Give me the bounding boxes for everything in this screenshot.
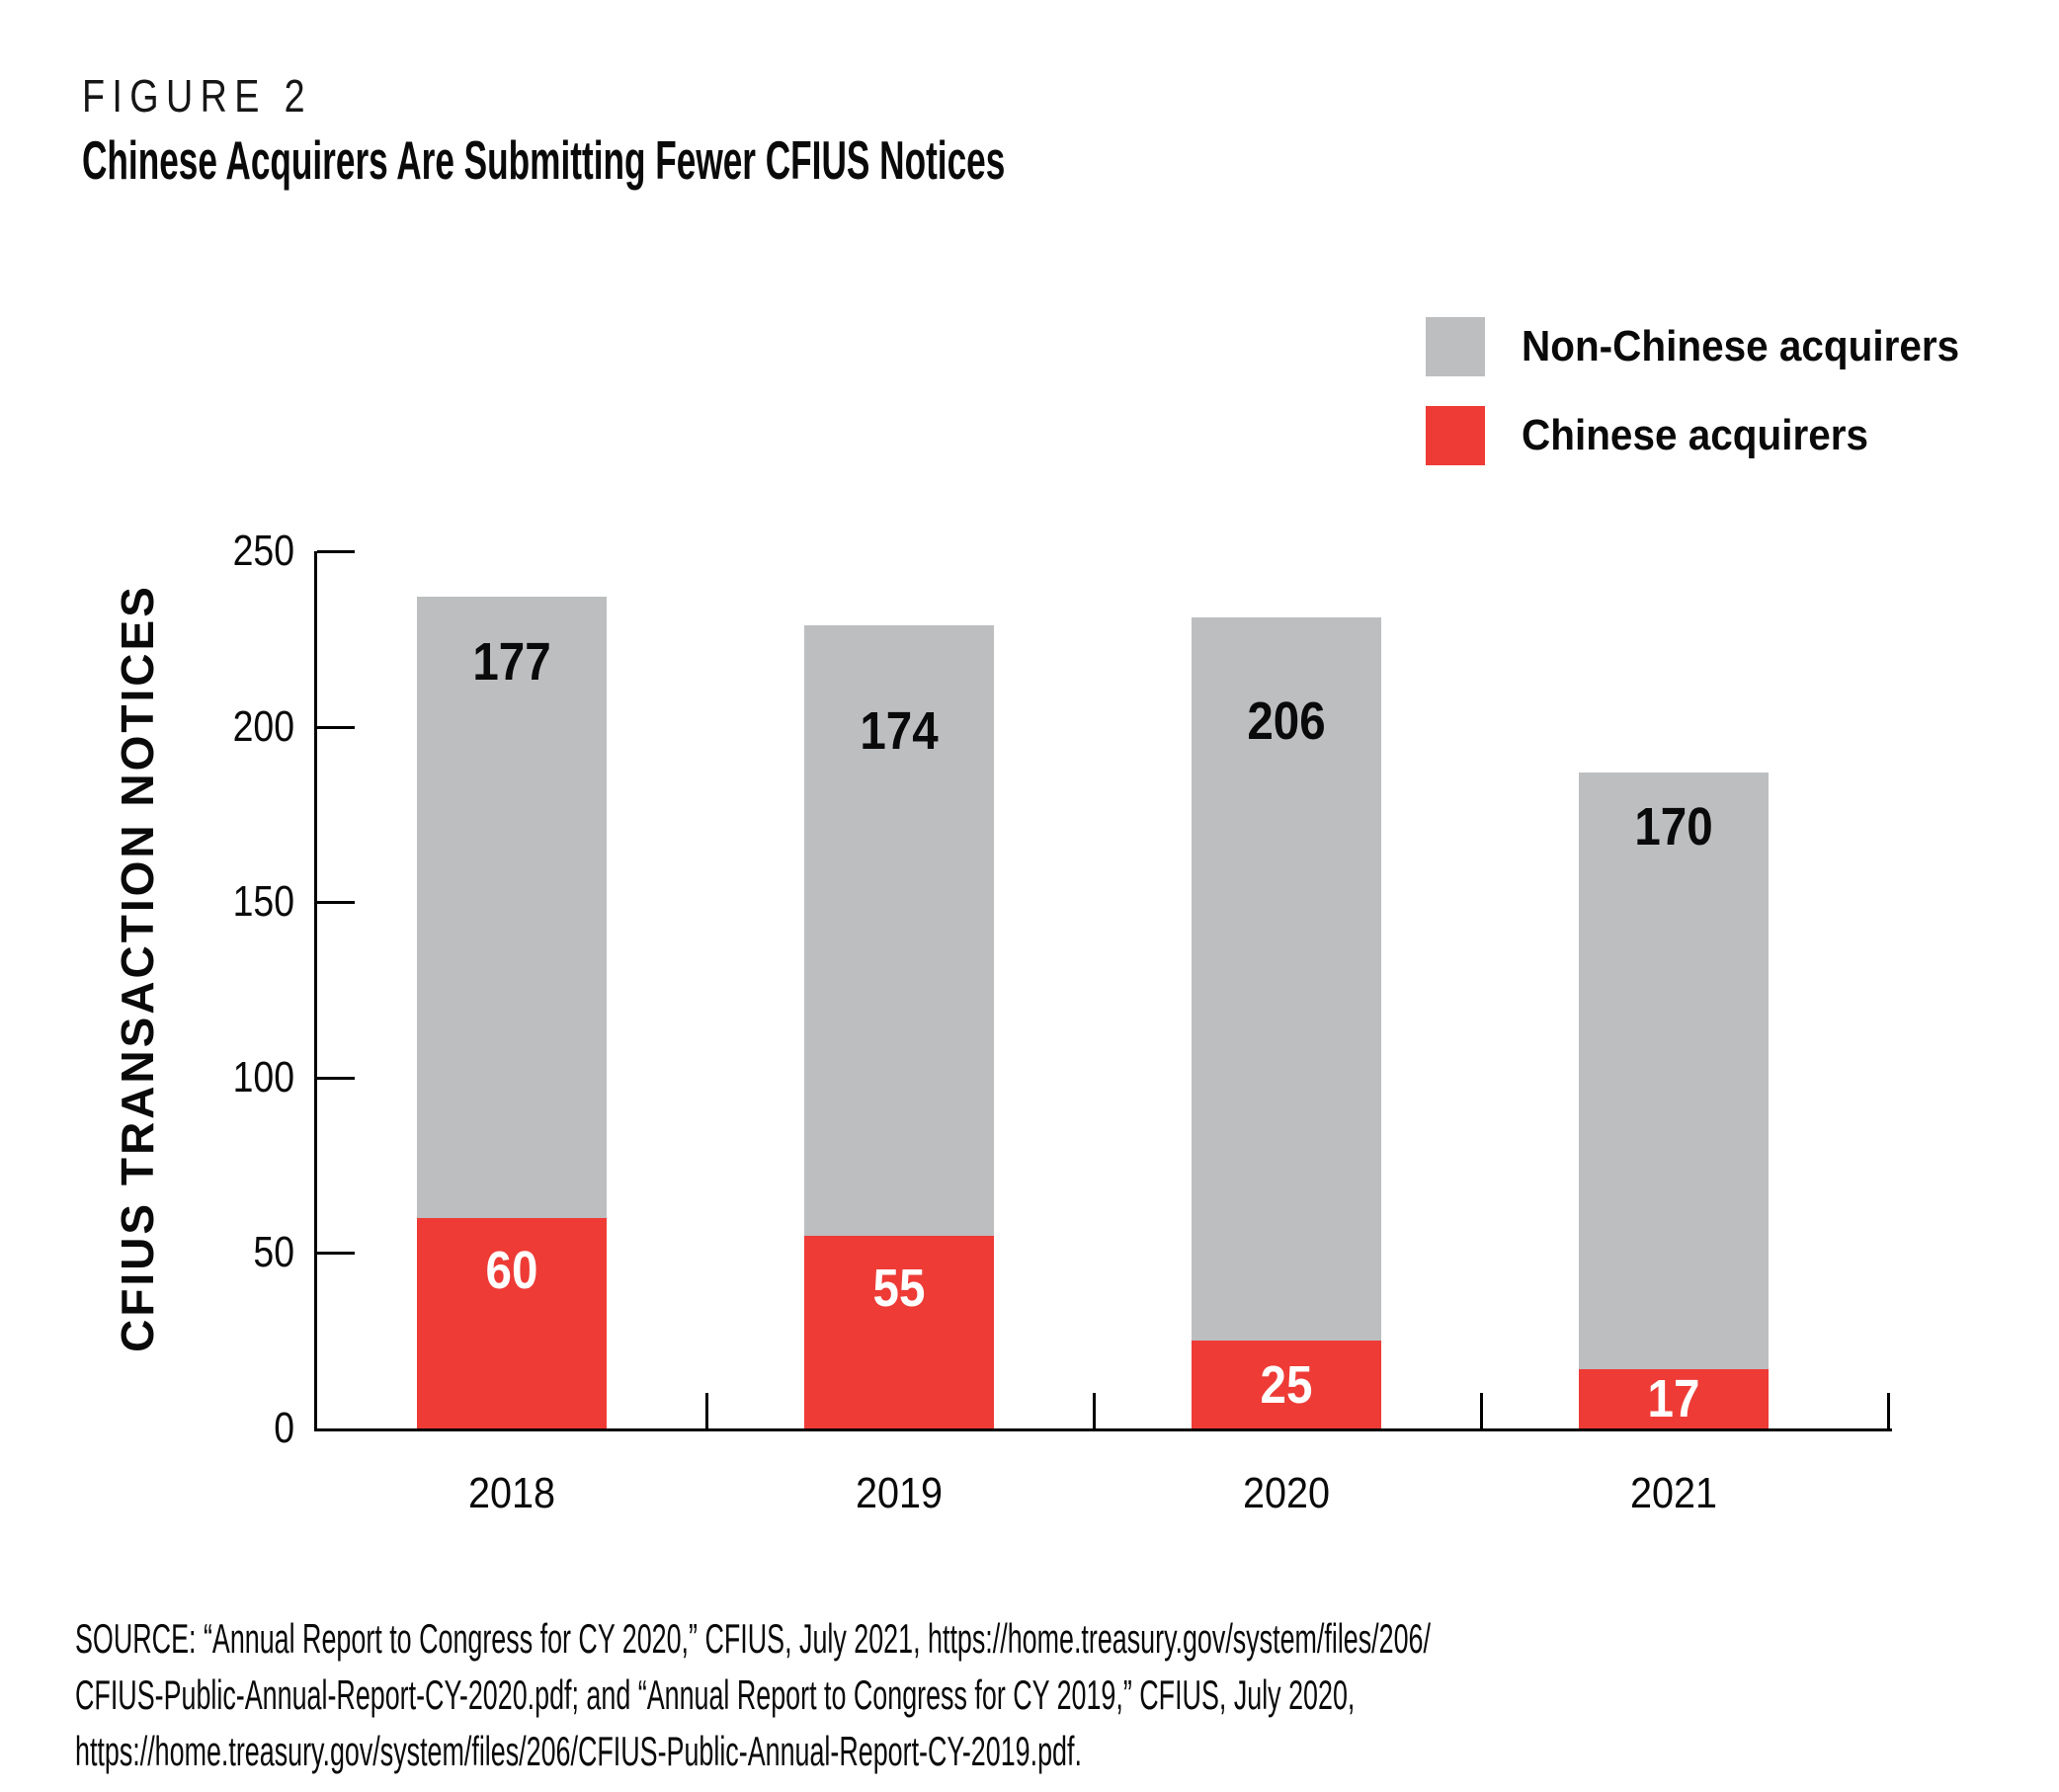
source-note: SOURCE: “Annual Report to Congress for C… <box>75 1610 1431 1779</box>
y-tick <box>317 726 355 729</box>
y-axis-line <box>314 551 317 1431</box>
x-tick <box>1480 1393 1483 1428</box>
y-tick <box>317 1252 355 1255</box>
y-axis-title: CFIUS TRANSACTION NOTICES <box>112 584 163 1352</box>
source-line: https://home.treasury.gov/system/files/2… <box>75 1728 1082 1774</box>
bar-segment-chinese <box>1192 1341 1381 1428</box>
bar-value-label-chinese: 17 <box>1647 1368 1700 1428</box>
bar-value-label-chinese: 55 <box>872 1258 926 1318</box>
x-axis-category-label: 2021 <box>1629 1469 1718 1517</box>
legend-item-non-chinese: Non-Chinese acquirers <box>1426 317 1998 376</box>
x-axis-category-label: 2020 <box>1242 1469 1331 1517</box>
bar-value-label-chinese: 60 <box>485 1240 538 1300</box>
bar-value-label-non-chinese: 206 <box>1247 692 1326 752</box>
source-line: SOURCE: “Annual Report to Congress for C… <box>75 1615 1431 1662</box>
y-tick-label: 150 <box>232 877 294 926</box>
y-tick-label: 50 <box>253 1228 294 1276</box>
y-tick <box>317 550 355 553</box>
legend-swatch-chinese <box>1426 406 1485 465</box>
bar-segment-chinese <box>804 1235 994 1428</box>
x-tick <box>1093 1393 1096 1428</box>
x-axis-category-label: 2018 <box>467 1469 556 1517</box>
y-tick <box>317 901 355 904</box>
x-tick <box>705 1393 708 1428</box>
legend-label-non-chinese: Non-Chinese acquirers <box>1522 322 1960 370</box>
bar-segment-non-chinese <box>1192 617 1381 1342</box>
bar-value-label-non-chinese: 177 <box>472 632 551 692</box>
x-axis-line <box>314 1428 1892 1431</box>
bar-segment-chinese <box>1579 1368 1769 1428</box>
y-tick-label: 200 <box>232 702 294 751</box>
bar-value-label-non-chinese: 170 <box>1634 796 1713 856</box>
source-line: CFIUS-Public-Annual-Report-CY-2020.pdf; … <box>75 1671 1356 1718</box>
legend-swatch-non-chinese <box>1426 317 1485 376</box>
x-axis-category-label: 2019 <box>855 1469 944 1517</box>
bar-value-label-chinese: 25 <box>1260 1354 1313 1415</box>
y-tick-label: 250 <box>232 527 294 575</box>
y-tick <box>317 1077 355 1080</box>
bar-value-label-non-chinese: 174 <box>860 700 939 761</box>
y-tick-label: 0 <box>274 1404 294 1452</box>
bar-segment-non-chinese <box>804 624 994 1236</box>
bar-segment-non-chinese <box>417 597 607 1218</box>
x-tick <box>1887 1393 1890 1428</box>
legend-item-chinese: Chinese acquirers <box>1426 406 1899 465</box>
legend-label-chinese: Chinese acquirers <box>1522 411 1868 459</box>
y-tick-label: 100 <box>232 1053 294 1101</box>
figure-label: FIGURE 2 <box>82 70 313 122</box>
chart-title: Chinese Acquirers Are Submitting Fewer C… <box>82 129 1006 191</box>
bar-segment-non-chinese <box>1579 772 1769 1369</box>
bar-segment-chinese <box>417 1217 607 1428</box>
